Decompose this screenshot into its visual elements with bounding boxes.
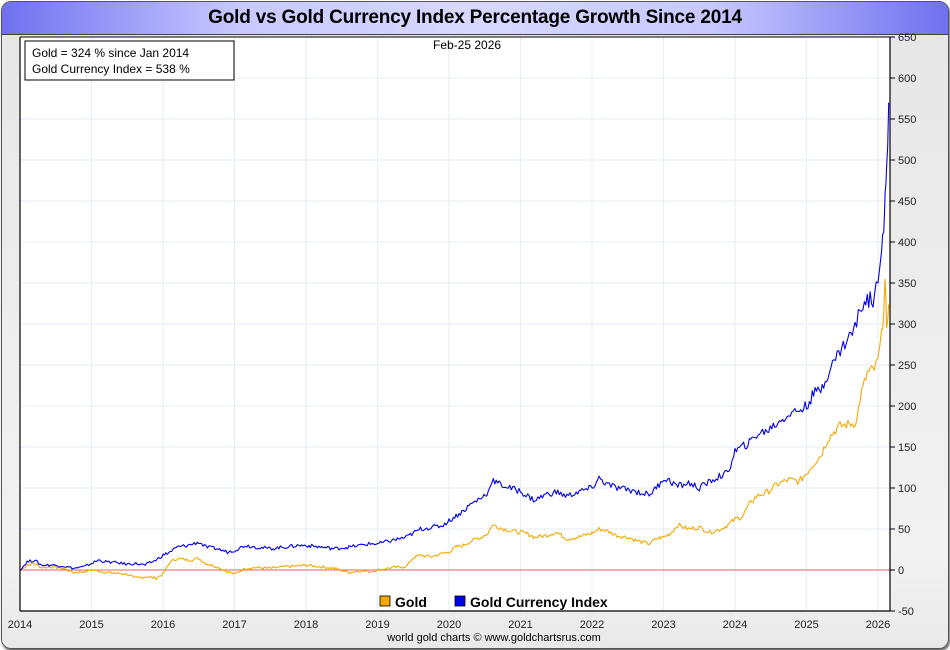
y-tick-label: 600 <box>898 73 916 85</box>
x-tick-label: 2020 <box>437 619 461 631</box>
y-tick-label: 650 <box>898 32 916 44</box>
x-tick-label: 2019 <box>365 619 389 631</box>
x-tick-label: 2016 <box>151 619 175 631</box>
y-tick-label: 150 <box>898 442 916 454</box>
info-box: Gold = 324 % since Jan 2014 Gold Currenc… <box>24 40 235 81</box>
x-tick-label: 2018 <box>294 619 318 631</box>
y-tick-label: 200 <box>898 401 916 413</box>
title-bar: Gold vs Gold Currency Index Percentage G… <box>2 2 948 35</box>
credit-text: world gold charts © www.goldchartsrus.co… <box>386 632 601 644</box>
legend: Gold Gold Currency Index <box>379 594 608 610</box>
y-tick-label: 300 <box>898 319 916 331</box>
x-tick-label: 2015 <box>79 619 103 631</box>
legend-label-gold: Gold <box>395 594 427 610</box>
y-tick-label: 400 <box>898 237 916 249</box>
x-axis-ticks: 2014 2015 2016 2017 2018 2019 2020 2021 2022 2023… <box>8 619 890 631</box>
legend-label-gci: Gold Currency Index <box>470 594 608 610</box>
x-tick-label: 2014 <box>8 619 32 631</box>
date-label: Feb-25 2026 <box>433 38 501 52</box>
x-tick-label: 2017 <box>222 619 246 631</box>
legend-swatch-gci <box>454 595 466 607</box>
y-axis-ticks: 650600550500450400350300250200150100500-… <box>890 32 916 618</box>
y-tick-label: 500 <box>898 155 916 167</box>
gci-line <box>19 102 890 571</box>
y-tick-label: -50 <box>898 606 914 618</box>
x-tick-label: 2024 <box>723 619 747 631</box>
legend-item-gci[interactable]: Gold Currency Index <box>454 594 608 610</box>
y-tick-label: 0 <box>898 565 904 577</box>
gold-line <box>19 278 890 581</box>
x-tick-label: 2025 <box>794 619 818 631</box>
series-group <box>19 102 890 581</box>
y-tick-label: 250 <box>898 360 916 372</box>
info-box-border <box>24 40 235 81</box>
x-tick-label: 2026 <box>866 619 890 631</box>
legend-swatch-gold <box>379 595 391 607</box>
x-tick-label: 2023 <box>651 619 675 631</box>
y-tick-label: 550 <box>898 114 916 126</box>
legend-item-gold[interactable]: Gold <box>379 594 427 610</box>
x-tick-label: 2022 <box>580 619 604 631</box>
info-gci-text: Gold Currency Index = 538 % <box>32 62 190 76</box>
chart-title: Gold vs Gold Currency Index Percentage G… <box>208 7 742 28</box>
info-gold-text: Gold = 324 % since Jan 2014 <box>32 46 189 60</box>
y-tick-label: 100 <box>898 483 916 495</box>
x-tick-label: 2021 <box>508 619 532 631</box>
y-tick-label: 350 <box>898 278 916 290</box>
y-tick-label: 50 <box>898 524 910 536</box>
y-tick-label: 450 <box>898 196 916 208</box>
